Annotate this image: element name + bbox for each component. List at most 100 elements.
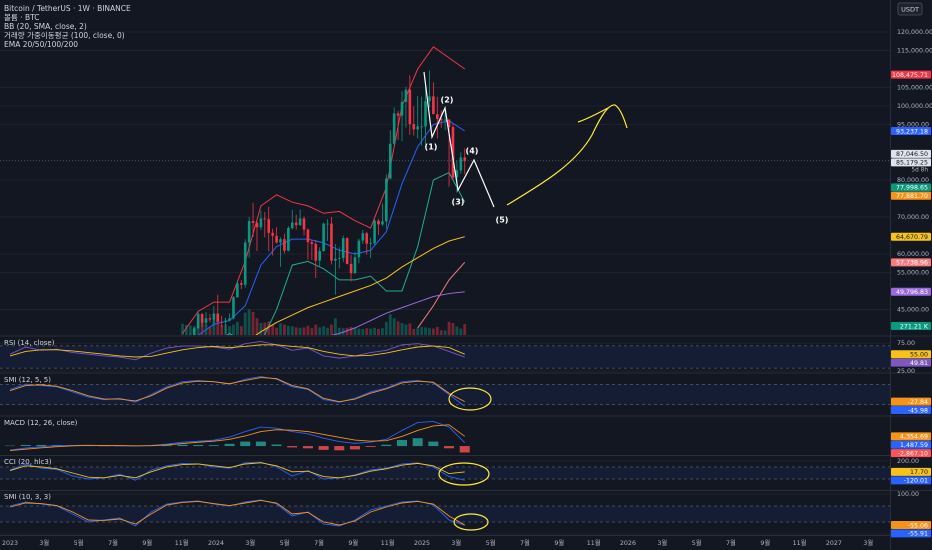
price-label: 55.00 — [910, 352, 928, 359]
candle-body — [353, 257, 357, 274]
volume-bar — [388, 314, 392, 335]
candle-body — [232, 297, 235, 319]
volume-bar — [404, 324, 408, 335]
volume-bar — [337, 327, 341, 335]
price-label: 49.81 — [910, 360, 928, 367]
volume-bar — [357, 328, 361, 335]
volume-bar — [188, 325, 192, 335]
x-tick-label: 2023 — [2, 540, 18, 547]
volume-bar — [298, 327, 302, 335]
volume-bar — [396, 321, 400, 335]
candle-body — [396, 113, 400, 116]
price-label-box — [891, 127, 931, 136]
x-tick-label: 3월 — [245, 538, 255, 547]
band-fill — [0, 384, 890, 405]
volume-bar — [283, 324, 286, 335]
volume-bar — [326, 327, 329, 335]
y-tick-label: 95,000.00 — [897, 121, 929, 128]
indicator-line — [330, 291, 465, 335]
x-tick-label: 11월 — [587, 538, 601, 547]
y-tick-label: 25.00 — [897, 368, 915, 375]
histogram-bar — [318, 446, 329, 450]
price-label: 17.70 — [910, 469, 928, 476]
price-label-box — [891, 432, 931, 441]
price-label: 87,046.50 — [896, 151, 928, 158]
volume-bar — [185, 325, 188, 335]
volume-bar — [259, 323, 263, 335]
candle-body — [381, 221, 384, 225]
volume-bar — [377, 329, 380, 335]
candle-body — [400, 101, 404, 116]
volume-bar — [243, 312, 247, 335]
volume-bar — [424, 327, 427, 335]
volume-bar — [322, 326, 326, 335]
candle-body — [392, 113, 396, 144]
volume-bar — [310, 328, 314, 335]
volume-bar — [392, 318, 396, 335]
volume-bar — [459, 328, 463, 335]
indicator-pane — [0, 376, 890, 407]
histogram-bar — [161, 445, 172, 447]
price-label-box — [891, 70, 931, 79]
indicator-line — [9, 499, 465, 526]
candle-body — [357, 240, 361, 258]
volume-bar — [239, 326, 243, 335]
indicator-pane — [0, 493, 890, 535]
currency-label[interactable]: USDT — [901, 6, 919, 14]
histogram-bar — [36, 444, 47, 447]
volume-bar — [306, 325, 310, 335]
x-tick-label: 3월 — [863, 538, 873, 547]
price-label-box — [891, 449, 931, 458]
candle-body — [447, 119, 451, 128]
candle-body — [204, 318, 208, 323]
candle-body — [322, 223, 325, 252]
candle-body — [416, 126, 419, 130]
price-label: -55.91 — [908, 531, 928, 538]
volume-bar — [333, 318, 337, 335]
y-tick-label: 100.00 — [897, 491, 919, 498]
volume-bar — [369, 328, 373, 335]
histogram-bar — [240, 441, 251, 447]
price-label-box — [891, 358, 931, 367]
candle-body — [247, 221, 251, 243]
candle-body — [404, 89, 408, 102]
histogram-bar — [459, 446, 470, 453]
indicator-line — [9, 340, 465, 361]
volume-bar — [228, 326, 231, 335]
forecast-drawing — [577, 107, 609, 123]
layers — [0, 31, 890, 535]
volume-bar — [428, 328, 431, 335]
histogram-bar — [349, 446, 360, 450]
price-label-box — [891, 158, 931, 167]
pane-title: CCI (20, hlc3) — [4, 458, 52, 466]
volume-bar — [251, 311, 255, 335]
x-tick-label: 11월 — [175, 538, 189, 547]
wave-label: (5) — [496, 216, 509, 225]
indicator-line — [9, 462, 465, 479]
volume-bar — [384, 321, 388, 335]
candle-body — [341, 238, 345, 259]
currency-button[interactable] — [897, 2, 923, 16]
candle-body — [208, 318, 212, 320]
volume-bar — [443, 330, 447, 335]
candle-body — [263, 218, 267, 220]
volume-bar — [381, 328, 384, 335]
candle-body — [294, 222, 298, 226]
indicator-line — [226, 171, 466, 335]
wave-label: (3) — [452, 198, 465, 207]
price-label-box — [891, 191, 931, 200]
candle-body — [424, 101, 427, 127]
candle-body — [349, 263, 353, 274]
band-fill — [0, 506, 890, 522]
candle-body — [412, 124, 416, 130]
price-label: 77,998.65 — [896, 185, 928, 192]
candle-body — [365, 233, 369, 244]
price-label: 77,881.70 — [896, 193, 928, 200]
x-tick-label: 9월 — [348, 538, 358, 547]
indicator-label: 거래량 가중이동평균 (100, close, 0) — [4, 30, 125, 40]
volume-bar — [286, 325, 290, 335]
candle-body — [432, 96, 435, 115]
volume-bar — [290, 326, 294, 335]
